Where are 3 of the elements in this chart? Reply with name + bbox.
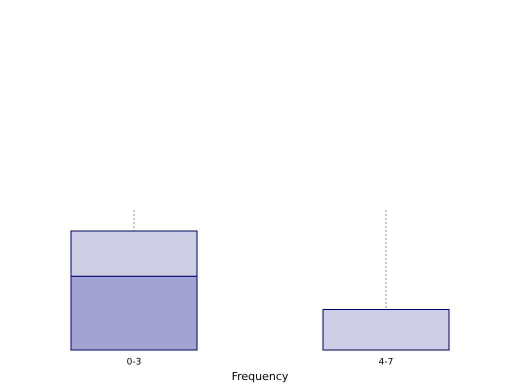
x-tick-label: 4-7 xyxy=(378,357,394,368)
x-axis-title: Frequency xyxy=(232,370,289,383)
x-tick-label: 0-3 xyxy=(126,357,142,368)
